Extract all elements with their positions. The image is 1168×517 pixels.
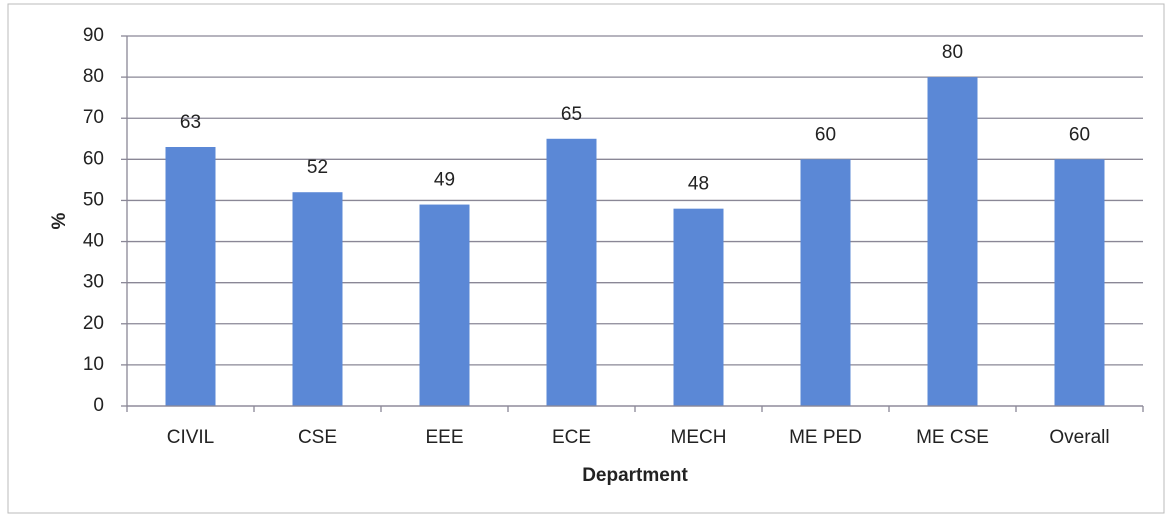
y-tick-label: 80	[83, 66, 104, 87]
y-axis-title: %	[49, 212, 70, 229]
y-tick-label: 30	[83, 272, 104, 293]
y-tick-label: 60	[83, 148, 104, 169]
y-tick-label: 50	[83, 189, 104, 210]
x-tick-label: Overall	[1049, 427, 1109, 448]
x-tick-label: ME CSE	[916, 427, 989, 448]
x-tick-label: ME PED	[789, 427, 862, 448]
x-tick-label: EEE	[425, 427, 463, 448]
data-label: 48	[688, 174, 709, 195]
y-tick-label: 0	[93, 395, 104, 416]
bar	[292, 192, 343, 406]
y-tick-label: 10	[83, 354, 104, 375]
bar	[165, 147, 216, 406]
data-label: 63	[180, 112, 201, 133]
bar	[419, 204, 470, 406]
x-tick-label: ECE	[552, 427, 591, 448]
data-label: 49	[434, 170, 455, 191]
bar	[927, 77, 978, 406]
x-tick-label: MECH	[671, 427, 727, 448]
data-label: 60	[1069, 124, 1090, 145]
data-label: 52	[307, 157, 328, 178]
x-tick-label: CSE	[298, 427, 337, 448]
bar	[800, 159, 851, 406]
x-tick-label: CIVIL	[167, 427, 215, 448]
y-tick-label: 90	[83, 25, 104, 46]
data-label: 65	[561, 104, 582, 125]
bar	[1054, 159, 1105, 406]
bar	[673, 208, 724, 406]
data-label: 60	[815, 124, 836, 145]
data-label: 80	[942, 42, 963, 63]
x-axis-title: Department	[582, 465, 688, 486]
bar	[546, 138, 597, 406]
y-tick-label: 20	[83, 313, 104, 334]
y-tick-label: 70	[83, 107, 104, 128]
y-tick-label: 40	[83, 231, 104, 252]
